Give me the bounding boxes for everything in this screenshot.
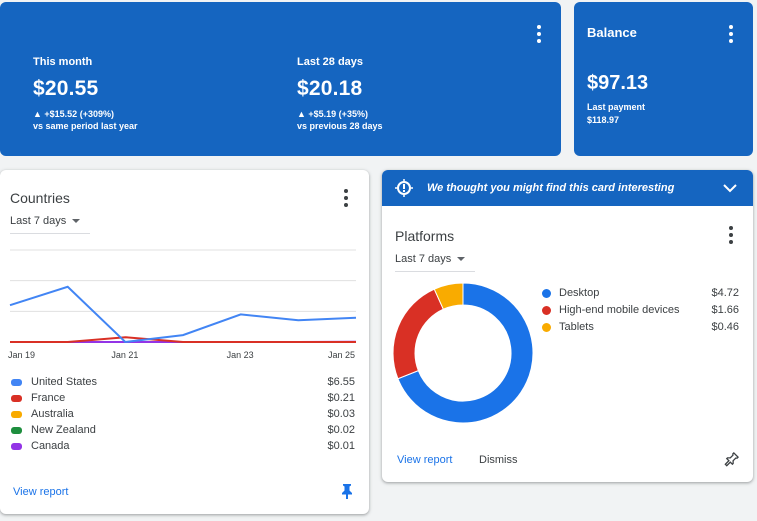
legend-value: $0.02 — [327, 424, 355, 436]
balance-card: Balance $97.13 Last payment $118.97 — [574, 2, 753, 156]
this-month-compare: vs same period last year — [33, 121, 138, 131]
x-tick-label: Jan 25 — [328, 350, 356, 360]
legend-label: Desktop — [559, 287, 600, 299]
chevron-down-icon — [72, 219, 81, 224]
last-28-delta: ▲ +$5.19 (+35%) — [297, 109, 368, 119]
series-line-france — [10, 336, 356, 343]
country-legend-item: Canada — [11, 440, 70, 452]
legend-value: $0.01 — [327, 440, 355, 452]
chevron-down-icon[interactable] — [723, 183, 737, 193]
countries-range-label: Last 7 days — [10, 215, 67, 227]
chevron-down-icon — [457, 257, 466, 262]
legend-value: $1.66 — [711, 304, 739, 316]
last-28-block: Last 28 days $20.18 ▲ +$5.19 (+35%) vs p… — [297, 56, 383, 131]
last-payment-value: $118.97 — [587, 115, 620, 125]
legend-label: Australia — [31, 408, 74, 420]
legend-value: $0.46 — [711, 321, 739, 333]
this-month-label: This month — [33, 56, 93, 68]
pin-outline-icon[interactable] — [723, 452, 739, 468]
country-legend-item: Australia — [11, 408, 74, 420]
legend-value: $4.72 — [711, 287, 739, 299]
balance-label: Balance — [587, 25, 637, 40]
platforms-range-dropdown[interactable]: Last 7 days — [395, 253, 475, 272]
lightbulb-icon — [395, 179, 413, 197]
legend-label: France — [31, 392, 66, 404]
balance-value: $97.13 — [587, 72, 649, 94]
this-month-block: This month $20.55 ▲ +$15.52 (+309%) vs s… — [33, 56, 138, 131]
platforms-more-icon[interactable] — [721, 225, 741, 245]
platforms-title: Platforms — [395, 228, 455, 244]
platforms-range-label: Last 7 days — [395, 253, 452, 265]
donut-slice-desktop — [397, 282, 534, 424]
x-tick-label: Jan 23 — [226, 350, 254, 360]
legend-value: $0.21 — [327, 392, 355, 404]
platforms-donut-chart — [392, 282, 534, 424]
dismiss-button[interactable]: Dismiss — [479, 454, 518, 466]
countries-card: Countries Last 7 days Jan 19 Jan 21 Jan 23… — [0, 170, 369, 514]
legend-swatch — [11, 378, 22, 386]
series-line-united-states — [9, 285, 357, 344]
legend-label: High-end mobile devices — [559, 304, 680, 316]
legend-swatch — [11, 410, 22, 418]
earnings-card: This month $20.55 ▲ +$15.52 (+309%) vs s… — [0, 2, 561, 156]
legend-label: United States — [31, 376, 98, 388]
donut-slice-high-end-mobile-devices — [392, 288, 444, 380]
legend-dot — [542, 305, 551, 315]
countries-more-icon[interactable] — [336, 188, 356, 208]
balance-more-icon[interactable] — [721, 24, 741, 44]
platforms-view-report-link[interactable]: View report — [397, 454, 453, 466]
platforms-card: We thought you might find this card inte… — [382, 170, 753, 482]
x-tick-label: Jan 19 — [8, 350, 36, 360]
country-legend-item: United States — [11, 376, 97, 388]
last-28-value: $20.18 — [297, 77, 363, 100]
legend-label: New Zealand — [31, 424, 96, 436]
last-28-compare: vs previous 28 days — [297, 121, 383, 131]
legend-label: Canada — [31, 440, 70, 452]
platform-legend-item: Desktop — [542, 287, 599, 299]
suggestion-banner: We thought you might find this card inte… — [382, 170, 753, 206]
legend-label: Tablets — [559, 321, 594, 333]
legend-dot — [542, 322, 551, 332]
pin-icon[interactable] — [340, 483, 354, 499]
x-tick-label: Jan 21 — [111, 350, 139, 360]
countries-line-chart — [9, 249, 357, 344]
legend-swatch — [11, 426, 22, 434]
this-month-value: $20.55 — [33, 77, 99, 100]
last-payment-label: Last payment — [587, 102, 646, 112]
legend-value: $0.03 — [327, 408, 355, 420]
legend-swatch — [11, 442, 22, 450]
platform-legend-item: Tablets — [542, 321, 594, 333]
legend-value: $6.55 — [327, 376, 355, 388]
countries-view-report-link[interactable]: View report — [13, 486, 69, 498]
last-28-label: Last 28 days — [297, 56, 364, 68]
legend-swatch — [11, 394, 22, 402]
legend-dot — [542, 288, 551, 298]
country-legend-item: France — [11, 392, 65, 404]
platform-legend-item: High-end mobile devices — [542, 304, 679, 316]
countries-range-dropdown[interactable]: Last 7 days — [10, 215, 90, 234]
this-month-delta: ▲ +$15.52 (+309%) — [33, 109, 114, 119]
countries-title: Countries — [10, 190, 70, 206]
earnings-more-icon[interactable] — [529, 24, 549, 44]
country-legend-item: New Zealand — [11, 424, 96, 436]
donut-slice-tablets — [433, 282, 464, 310]
banner-text: We thought you might find this card inte… — [427, 182, 675, 194]
